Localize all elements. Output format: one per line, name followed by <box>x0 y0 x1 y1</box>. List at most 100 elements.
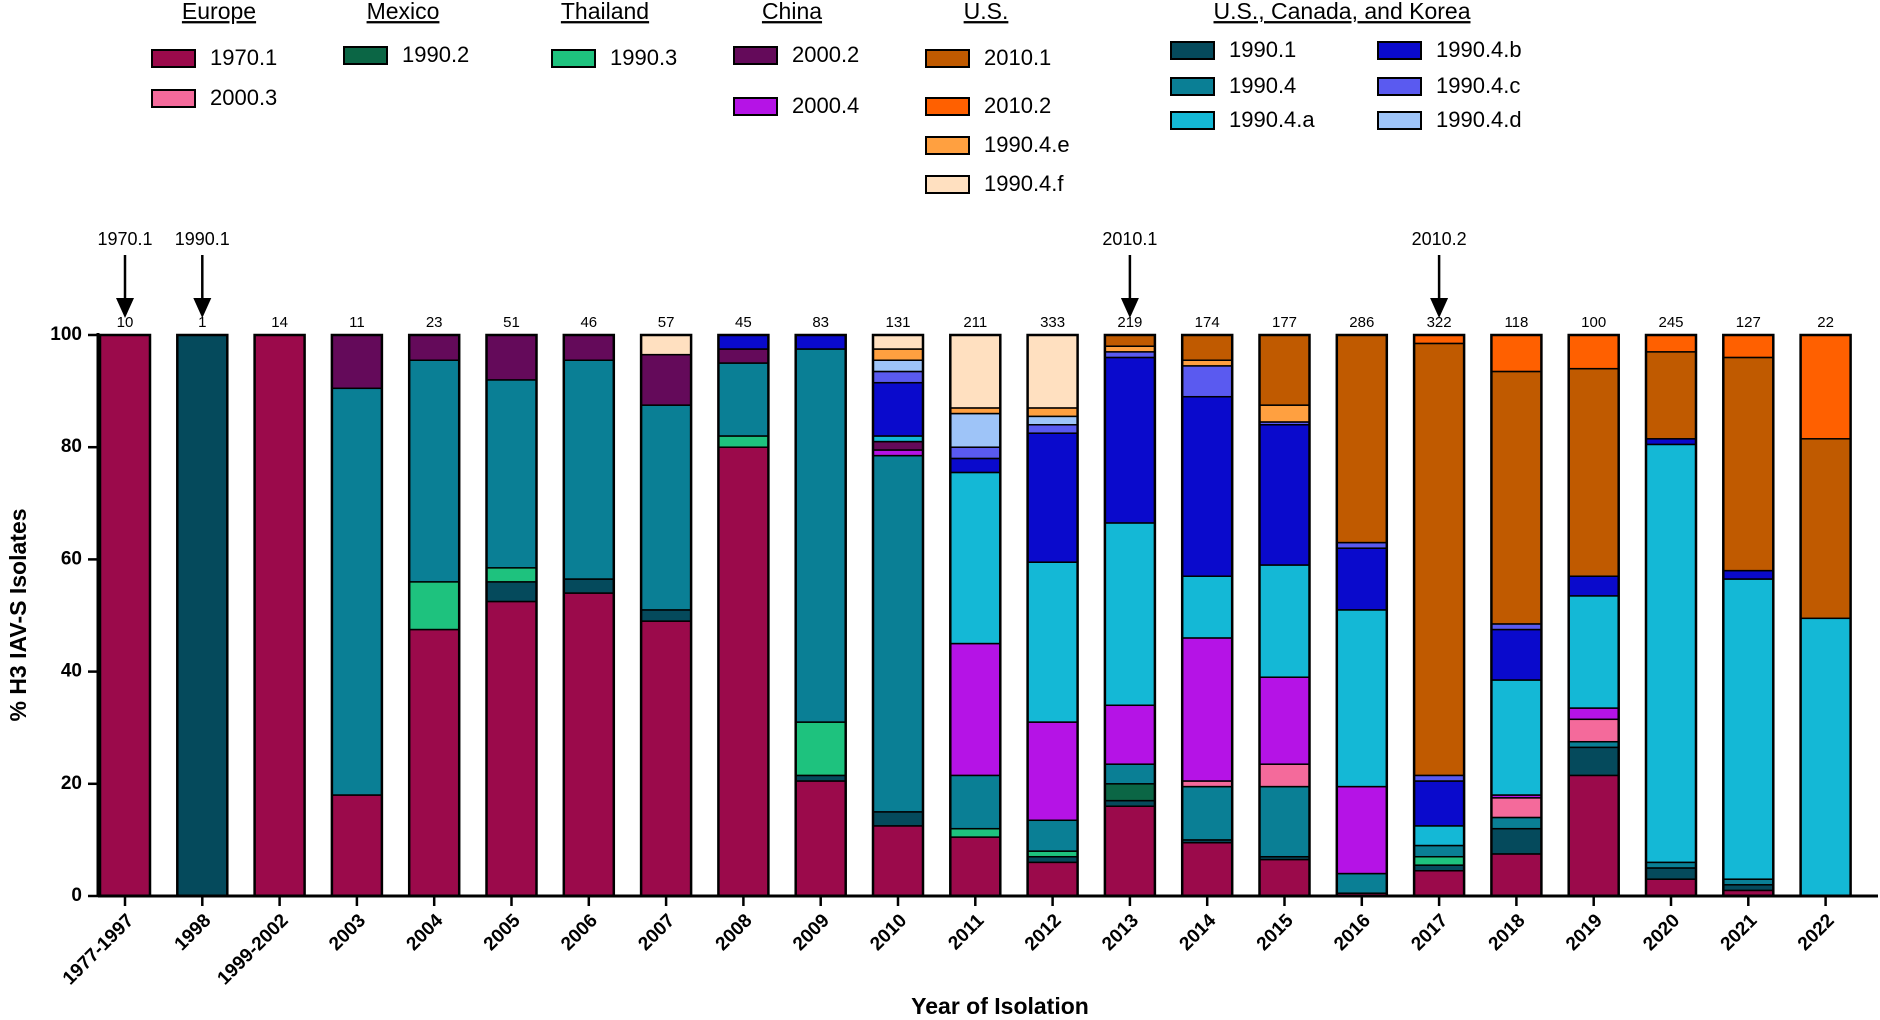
bar-segment <box>1336 609 1388 788</box>
bar-segment <box>1490 370 1543 625</box>
bar-segment <box>1181 841 1233 897</box>
bar-segment <box>1722 884 1775 892</box>
bar-segment <box>640 404 692 611</box>
legend-label: 2010.2 <box>984 93 1051 118</box>
bar-segment <box>872 381 924 437</box>
legend-label: 2010.1 <box>984 45 1051 70</box>
bar-segment <box>1336 334 1388 544</box>
bar-total: 23 <box>426 314 443 331</box>
bar-total: 51 <box>503 314 520 331</box>
bar-segment <box>717 334 770 350</box>
bar-segment <box>949 642 1002 777</box>
bar-segment <box>872 334 924 350</box>
bar-segment <box>99 334 151 897</box>
legend-swatch <box>1170 77 1215 96</box>
bar-total: 118 <box>1504 314 1528 331</box>
bar-segment <box>872 348 924 361</box>
x-tick-label: 2012 <box>1021 910 1066 955</box>
bar-segment <box>1026 415 1079 426</box>
bar-segment <box>1104 522 1156 707</box>
legend-label: 2000.3 <box>210 85 277 110</box>
bar-segment <box>717 362 770 437</box>
legend-group-title: U.S., Canada, and Korea <box>1214 0 1471 24</box>
bar-segment <box>1490 827 1543 855</box>
bar-segment <box>1567 334 1620 370</box>
annotation-label: 1990.1 <box>175 229 230 249</box>
legend-label: 1990.4.e <box>984 132 1070 157</box>
legend-label: 1990.4 <box>1229 73 1296 98</box>
bar-total: 286 <box>1349 314 1374 331</box>
legend-swatch <box>1377 77 1422 96</box>
bar-segment <box>1026 850 1079 858</box>
legend-group-title: Europe <box>182 0 256 24</box>
bar-segment <box>949 407 1002 415</box>
bar-segment <box>1413 774 1465 782</box>
x-tick-label: 2008 <box>712 910 757 955</box>
bar-segment <box>563 578 615 594</box>
bar-segment <box>1258 858 1311 897</box>
annotation-label: 2010.1 <box>1102 229 1157 249</box>
bar-segment <box>1336 872 1388 894</box>
bar-segment <box>408 334 460 361</box>
bar-segment <box>872 449 924 457</box>
bar-segment <box>1567 595 1620 709</box>
legend-swatch <box>1377 41 1422 60</box>
x-tick-label: 2009 <box>789 910 834 955</box>
x-tick-label: 1977-1997 <box>59 910 138 989</box>
bar-segment <box>1336 785 1388 875</box>
bar-segment <box>1490 816 1543 830</box>
bar-segment <box>1490 797 1543 819</box>
y-tick-label: 0 <box>71 885 82 906</box>
bar-segment <box>1722 878 1775 886</box>
bar-segment <box>640 353 692 406</box>
x-tick-label: 2019 <box>1562 910 1607 955</box>
bar-total: 245 <box>1658 314 1683 331</box>
x-tick-label: 2006 <box>557 910 602 955</box>
legend-label: 2000.2 <box>792 42 859 67</box>
bar-segment <box>640 620 692 897</box>
bar-segment <box>1413 864 1465 872</box>
bar-segment <box>1104 783 1156 802</box>
bar-segment <box>176 334 229 897</box>
x-tick-label: 1999-2002 <box>214 910 293 989</box>
bar-segment <box>949 774 1002 830</box>
bar-segment <box>794 721 847 777</box>
bar-segment <box>1026 334 1079 409</box>
x-tick-label: 2021 <box>1717 910 1762 955</box>
bar-total: 211 <box>963 314 987 331</box>
bar-segment <box>1567 774 1620 897</box>
bar-segment <box>1104 345 1156 353</box>
annotation-arrow-head <box>116 298 134 318</box>
bar-segment <box>1026 721 1079 822</box>
legend-swatch <box>925 136 970 155</box>
bar-segment <box>1026 855 1079 864</box>
y-axis-label: % H3 IAV-S Isolates <box>5 508 31 721</box>
y-tick-label: 40 <box>61 661 82 682</box>
bar-total: 100 <box>1581 314 1606 331</box>
bar-segment <box>1567 367 1620 577</box>
bar-segment <box>1413 870 1465 897</box>
x-tick-label: 2011 <box>944 910 988 954</box>
bar-segment <box>408 581 460 631</box>
legend-label: 1990.4.f <box>984 171 1064 196</box>
y-tick-label: 20 <box>61 773 82 794</box>
bar-total: 45 <box>735 314 752 331</box>
bar-segment <box>563 592 615 897</box>
bar-segment <box>1026 861 1079 897</box>
bar-segment <box>1567 718 1620 743</box>
bar-segment <box>1645 334 1697 353</box>
x-tick-label: 2016 <box>1330 910 1375 955</box>
bar-total: 10 <box>117 314 134 331</box>
bar-segment <box>331 334 383 390</box>
legend-label: 1990.4.a <box>1229 107 1315 132</box>
bar-segment <box>1336 541 1388 549</box>
legend-swatch <box>733 46 778 65</box>
bar-segment <box>253 334 306 897</box>
bar-segment <box>485 567 538 583</box>
legend-label: 1990.4.c <box>1436 73 1520 98</box>
y-tick-label: 60 <box>61 548 82 569</box>
bar-segment <box>1490 853 1543 897</box>
bar-segment <box>1567 575 1620 597</box>
bar-segment <box>1799 334 1852 440</box>
bar-segment <box>717 435 770 448</box>
